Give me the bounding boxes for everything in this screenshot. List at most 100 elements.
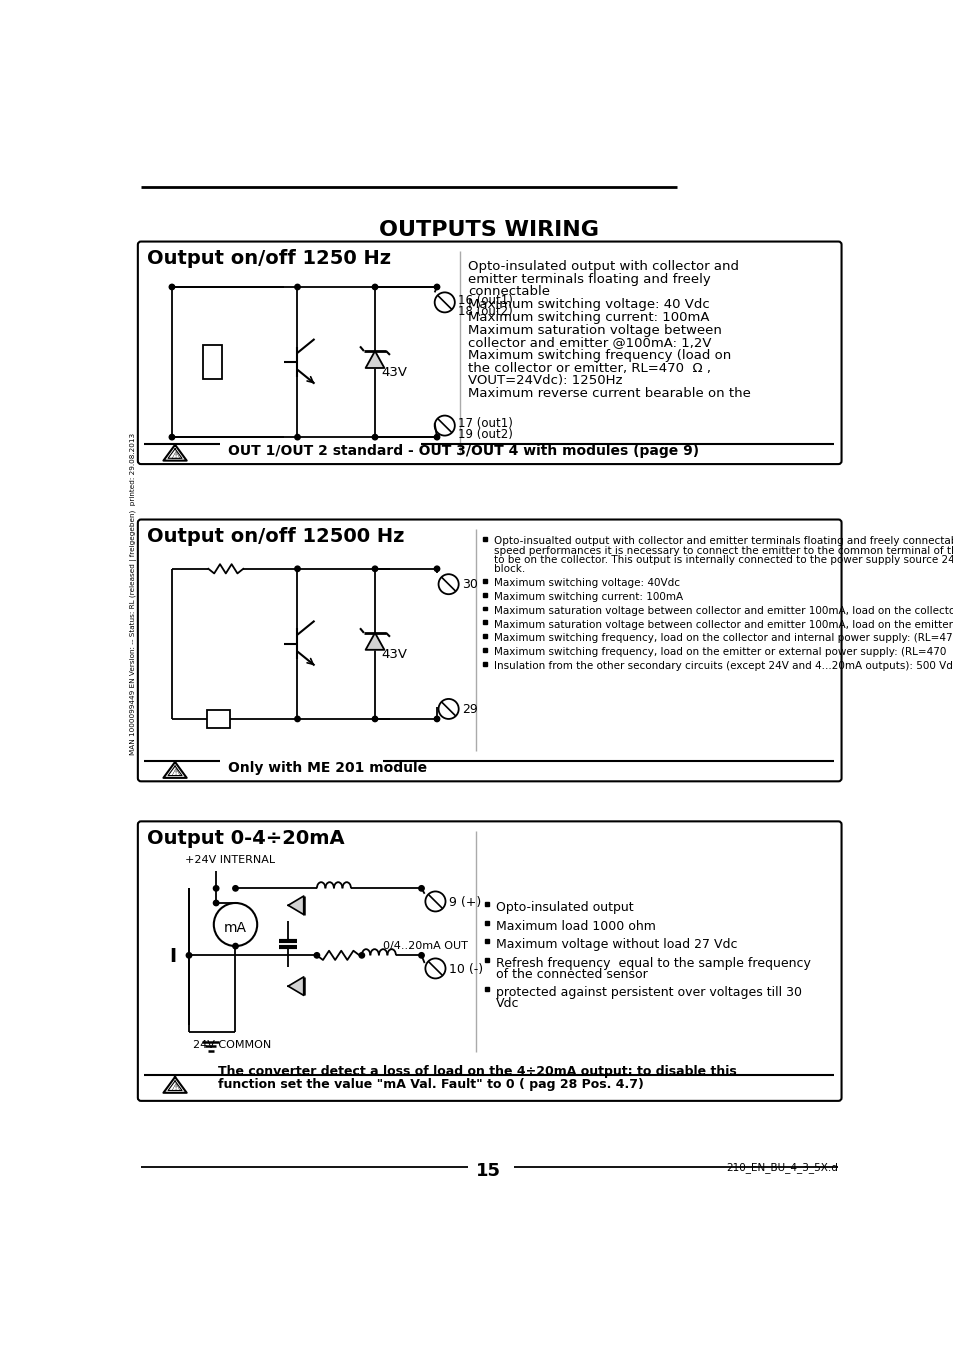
Circle shape <box>434 717 439 722</box>
Text: Insulation from the other secondary circuits (except 24V and 4...20mA outputs): : Insulation from the other secondary circ… <box>494 661 953 671</box>
Polygon shape <box>365 633 384 650</box>
Text: Maximum saturation voltage between collector and emitter 100mA, load on the coll: Maximum saturation voltage between colle… <box>494 606 953 615</box>
Bar <box>484 987 488 991</box>
Circle shape <box>169 434 174 439</box>
Bar <box>483 662 487 665</box>
Circle shape <box>418 953 424 959</box>
Circle shape <box>213 900 218 906</box>
Text: 15: 15 <box>476 1161 501 1180</box>
Text: of the connected sensor: of the connected sensor <box>496 968 647 980</box>
Text: Maximum switching voltage: 40Vdc: Maximum switching voltage: 40Vdc <box>494 579 679 588</box>
Circle shape <box>434 284 439 289</box>
Bar <box>483 634 487 638</box>
Text: 43V: 43V <box>381 366 407 379</box>
Text: +24V INTERNAL: +24V INTERNAL <box>185 856 275 865</box>
Text: mA: mA <box>224 921 247 934</box>
Text: 18 (out2): 18 (out2) <box>457 304 512 318</box>
Text: Maximum saturation voltage between: Maximum saturation voltage between <box>468 323 721 337</box>
Text: 9 (+): 9 (+) <box>448 896 480 909</box>
Bar <box>483 579 487 583</box>
Circle shape <box>213 886 218 891</box>
Bar <box>484 957 488 961</box>
Bar <box>483 607 487 610</box>
Circle shape <box>314 953 319 959</box>
Bar <box>483 648 487 652</box>
Circle shape <box>294 717 300 722</box>
Circle shape <box>294 284 300 289</box>
Text: Maximum reverse current bearable on the: Maximum reverse current bearable on the <box>468 387 750 400</box>
Text: Output on/off 12500 Hz: Output on/off 12500 Hz <box>147 527 404 546</box>
Bar <box>483 592 487 596</box>
Circle shape <box>233 886 238 891</box>
Circle shape <box>434 434 439 439</box>
Text: Refresh frequency  equal to the sample frequency: Refresh frequency equal to the sample fr… <box>496 957 810 969</box>
Polygon shape <box>365 352 384 368</box>
Circle shape <box>186 953 192 959</box>
Text: VOUT=24Vdc): 1250Hz: VOUT=24Vdc): 1250Hz <box>468 375 622 388</box>
FancyBboxPatch shape <box>137 242 841 464</box>
Text: 29: 29 <box>461 703 477 715</box>
Bar <box>483 621 487 625</box>
Text: Opto-insualted output with collector and emitter terminals floating and freely c: Opto-insualted output with collector and… <box>494 537 953 546</box>
Text: emitter terminals floating and freely: emitter terminals floating and freely <box>468 273 710 285</box>
Text: Maximum switching current: 100mA: Maximum switching current: 100mA <box>494 592 682 602</box>
Text: Maximum load 1000 ohm: Maximum load 1000 ohm <box>496 919 655 933</box>
Text: Maximum switching frequency, load on the emitter or external power supply: (RL=4: Maximum switching frequency, load on the… <box>494 648 953 657</box>
Text: to be on the collector. This output is internally connected to the power supply : to be on the collector. This output is i… <box>494 554 953 565</box>
Circle shape <box>169 284 174 289</box>
Text: Vdc: Vdc <box>496 996 518 1010</box>
Text: The converter detect a loss of load on the 4÷20mA output; to disable this: The converter detect a loss of load on t… <box>218 1065 737 1079</box>
Text: Maximum switching frequency, load on the collector and internal power supply: (R: Maximum switching frequency, load on the… <box>494 634 953 644</box>
Bar <box>484 940 488 944</box>
Text: Opto-insulated output: Opto-insulated output <box>496 902 633 914</box>
Text: Maximum switching current: 100mA: Maximum switching current: 100mA <box>468 311 709 324</box>
Text: OUTPUTS WIRING: OUTPUTS WIRING <box>378 220 598 241</box>
Circle shape <box>372 434 377 439</box>
Text: Maximum voltage without load 27 Vdc: Maximum voltage without load 27 Vdc <box>496 938 737 952</box>
FancyBboxPatch shape <box>137 822 841 1101</box>
Circle shape <box>294 566 300 572</box>
Text: 19 (out2): 19 (out2) <box>457 427 513 441</box>
Text: 10 (-): 10 (-) <box>448 963 482 976</box>
Text: ⚠: ⚠ <box>170 1083 180 1092</box>
Bar <box>207 710 230 729</box>
Text: 24V COMMON: 24V COMMON <box>193 1040 271 1051</box>
Text: 17 (out1): 17 (out1) <box>457 418 513 430</box>
Text: protected against persistent over voltages till 30: protected against persistent over voltag… <box>496 986 801 999</box>
Bar <box>484 921 488 925</box>
FancyBboxPatch shape <box>137 519 841 781</box>
Polygon shape <box>163 763 187 777</box>
Text: Only with ME 201 module: Only with ME 201 module <box>228 761 426 775</box>
Circle shape <box>372 566 377 572</box>
Polygon shape <box>163 1078 187 1092</box>
Text: connectable: connectable <box>468 285 550 299</box>
Text: Opto-insulated output with collector and: Opto-insulated output with collector and <box>468 260 739 273</box>
Polygon shape <box>288 977 303 995</box>
Text: 210_EN_BU_4_3_5X.d: 210_EN_BU_4_3_5X.d <box>726 1161 838 1172</box>
Circle shape <box>434 566 439 572</box>
Circle shape <box>372 717 377 722</box>
Text: Maximum switching frequency (load on: Maximum switching frequency (load on <box>468 349 731 362</box>
Text: block.: block. <box>494 564 525 575</box>
Bar <box>203 345 221 379</box>
Text: OUT 1/OUT 2 standard - OUT 3/OUT 4 with modules (page 9): OUT 1/OUT 2 standard - OUT 3/OUT 4 with … <box>228 443 699 458</box>
Text: MAN 1000099449 EN Version: -- Status: RL (released | freigegeben)  printed: 29.0: MAN 1000099449 EN Version: -- Status: RL… <box>130 433 136 754</box>
Polygon shape <box>163 445 187 461</box>
Text: ⚠: ⚠ <box>170 768 180 777</box>
Text: 30: 30 <box>461 579 477 591</box>
Text: Output on/off 1250 Hz: Output on/off 1250 Hz <box>147 249 391 268</box>
Polygon shape <box>288 896 303 914</box>
Text: Maximum saturation voltage between collector and emitter 100mA, load on the emit: Maximum saturation voltage between colle… <box>494 619 953 630</box>
Text: speed performances it is necessary to connect the emitter to the common terminal: speed performances it is necessary to co… <box>494 546 953 556</box>
Text: function set the value "mA Val. Fault" to 0 ( pag 28 Pos. 4.7): function set the value "mA Val. Fault" t… <box>218 1078 643 1091</box>
Text: 43V: 43V <box>381 648 407 661</box>
Circle shape <box>233 944 238 949</box>
Circle shape <box>418 886 424 891</box>
Text: collector and emitter @100mA: 1,2V: collector and emitter @100mA: 1,2V <box>468 337 711 349</box>
Text: 0/4..20mA OUT: 0/4..20mA OUT <box>382 941 467 952</box>
Circle shape <box>294 434 300 439</box>
Text: Maximum switching voltage: 40 Vdc: Maximum switching voltage: 40 Vdc <box>468 299 709 311</box>
Circle shape <box>372 284 377 289</box>
Text: the collector or emitter, RL=470  Ω ,: the collector or emitter, RL=470 Ω , <box>468 362 710 375</box>
Text: ⚠: ⚠ <box>170 450 180 461</box>
